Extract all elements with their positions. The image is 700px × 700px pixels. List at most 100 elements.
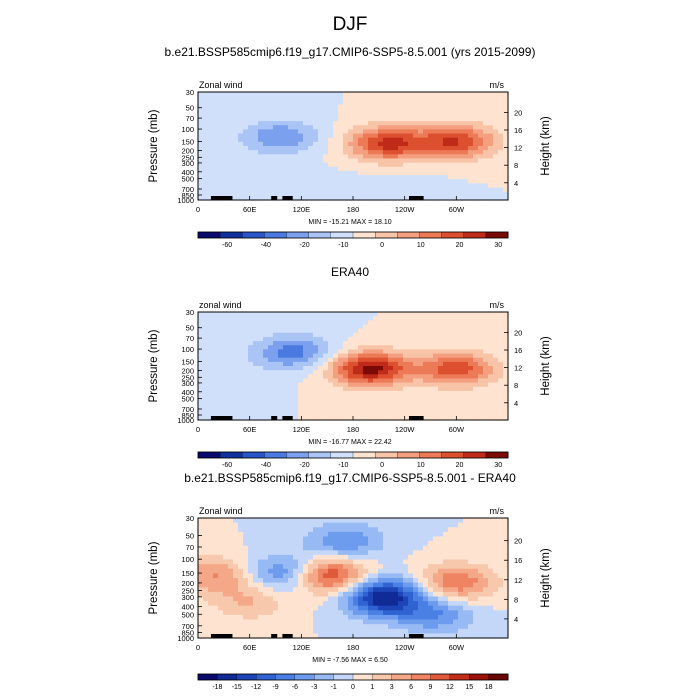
y-tick-label: 850 bbox=[181, 191, 194, 200]
y2-tick-label: 20 bbox=[514, 328, 522, 337]
topography-block bbox=[408, 196, 424, 200]
colorbar-label: -15 bbox=[232, 684, 242, 691]
y-tick-label: 70 bbox=[186, 334, 194, 343]
y2-tick-label: 4 bbox=[514, 179, 518, 188]
y-tick-label: 250 bbox=[181, 373, 194, 382]
colorbar-label: 6 bbox=[409, 684, 413, 691]
y2-axis-label: Height (km) bbox=[540, 336, 552, 396]
panel-1: b.e21.BSSP585cmip6.f19_g17.CMIP6-SSP5-8.… bbox=[148, 45, 552, 249]
x-tick-label: 120W bbox=[395, 205, 416, 214]
x-tick-label: 0 bbox=[196, 643, 200, 652]
topography-block bbox=[282, 196, 293, 200]
panel-title: b.e21.BSSP585cmip6.f19_g17.CMIP6-SSP5-8.… bbox=[184, 471, 516, 485]
colorbar-segment bbox=[441, 231, 465, 239]
colorbar-label: 18 bbox=[485, 684, 493, 691]
figure-title: DJF bbox=[332, 14, 368, 35]
colorbar-segment bbox=[219, 231, 243, 239]
colorbar-segment bbox=[286, 451, 310, 459]
y-tick-label: 500 bbox=[181, 395, 194, 404]
y-tick-label: 30 bbox=[186, 514, 194, 523]
topography-block bbox=[408, 634, 424, 638]
panel-title: ERA40 bbox=[331, 265, 369, 279]
colorbar-segment bbox=[308, 231, 332, 239]
colorbar-label: -20 bbox=[300, 242, 310, 249]
panel-3: b.e21.BSSP585cmip6.f19_g17.CMIP6-SSP5-8.… bbox=[148, 471, 552, 691]
colorbar-segment bbox=[372, 673, 393, 681]
y2-axis-label: Height (km) bbox=[540, 116, 552, 176]
y-tick-label: 400 bbox=[181, 388, 194, 397]
colorbar-label: 30 bbox=[494, 462, 502, 469]
colorbar-label: -3 bbox=[311, 684, 317, 691]
y-tick-label: 1000 bbox=[177, 196, 194, 205]
y-tick-label: 300 bbox=[181, 379, 194, 388]
colorbar-label: 10 bbox=[417, 242, 425, 249]
colorbar-segment bbox=[397, 451, 420, 459]
contour-field bbox=[198, 92, 509, 201]
y-tick-label: 400 bbox=[181, 168, 194, 177]
topography-block bbox=[271, 196, 278, 200]
y-tick-label: 1000 bbox=[177, 634, 194, 643]
y2-tick-label: 16 bbox=[514, 126, 522, 135]
colorbar-label: 30 bbox=[494, 242, 502, 249]
colorbar-segment bbox=[463, 451, 487, 459]
contour-field bbox=[198, 518, 509, 639]
y-tick-label: 850 bbox=[181, 411, 194, 420]
colorbar-label: 20 bbox=[456, 242, 464, 249]
colorbar-segment bbox=[264, 231, 288, 239]
y-tick-label: 50 bbox=[186, 324, 194, 333]
y-tick-label: 100 bbox=[181, 345, 194, 354]
y-tick-label: 400 bbox=[181, 603, 194, 612]
y-tick-label: 50 bbox=[186, 531, 194, 540]
y-tick-label: 850 bbox=[181, 628, 194, 637]
y-tick-label: 250 bbox=[181, 587, 194, 596]
colorbar-label: -12 bbox=[251, 684, 261, 691]
contour-field bbox=[198, 312, 509, 421]
colorbar-segment bbox=[352, 673, 373, 681]
y-tick-label: 70 bbox=[186, 114, 194, 123]
y2-tick-label: 16 bbox=[514, 556, 522, 565]
y2-axis-label: Height (km) bbox=[540, 548, 552, 608]
colorbar-segment bbox=[197, 451, 221, 459]
y2-tick-label: 16 bbox=[514, 346, 522, 355]
y-tick-label: 300 bbox=[181, 593, 194, 602]
colorbar-segment bbox=[242, 451, 265, 459]
y-tick-label: 30 bbox=[186, 88, 194, 97]
y-tick-label: 300 bbox=[181, 159, 194, 168]
x-tick-label: 60E bbox=[243, 643, 256, 652]
y-axis-label: Pressure (mb) bbox=[148, 329, 160, 402]
y2-tick-label: 8 bbox=[514, 595, 518, 604]
y2-tick-label: 20 bbox=[514, 537, 522, 546]
colorbar-segment bbox=[374, 231, 398, 239]
x-tick-label: 120W bbox=[395, 643, 416, 652]
y-tick-label: 700 bbox=[181, 185, 194, 194]
colorbar-label: -20 bbox=[300, 462, 310, 469]
y-tick-label: 150 bbox=[181, 358, 194, 367]
y-tick-label: 150 bbox=[181, 138, 194, 147]
y-tick-label: 500 bbox=[181, 175, 194, 184]
colorbar-frame bbox=[197, 451, 509, 459]
x-tick-label: 60W bbox=[449, 643, 465, 652]
colorbar-label: 15 bbox=[465, 684, 473, 691]
panel-variable-label: zonal wind bbox=[199, 300, 242, 310]
colorbar-label: -18 bbox=[212, 684, 222, 691]
colorbar-segment bbox=[219, 451, 243, 459]
colorbar-label: 20 bbox=[456, 462, 464, 469]
colorbar-label: -10 bbox=[338, 462, 348, 469]
colorbar-segment bbox=[333, 673, 354, 681]
topography-block bbox=[271, 416, 278, 420]
y2-tick-label: 12 bbox=[514, 576, 522, 585]
colorbar-segment bbox=[391, 673, 412, 681]
y2-tick-label: 12 bbox=[514, 144, 522, 153]
colorbar-frame bbox=[197, 231, 509, 239]
colorbar-segment bbox=[352, 231, 376, 239]
stats-label: MIN = -16.77 MAX = 22.42 bbox=[308, 439, 391, 446]
y-tick-label: 500 bbox=[181, 610, 194, 619]
colorbar-label: 0 bbox=[380, 462, 384, 469]
y-tick-label: 700 bbox=[181, 405, 194, 414]
colorbar-segment bbox=[236, 673, 257, 681]
x-tick-label: 120E bbox=[293, 425, 311, 434]
colorbar-label: -40 bbox=[261, 462, 271, 469]
x-tick-label: 180 bbox=[347, 643, 360, 652]
topography-block bbox=[210, 634, 233, 638]
